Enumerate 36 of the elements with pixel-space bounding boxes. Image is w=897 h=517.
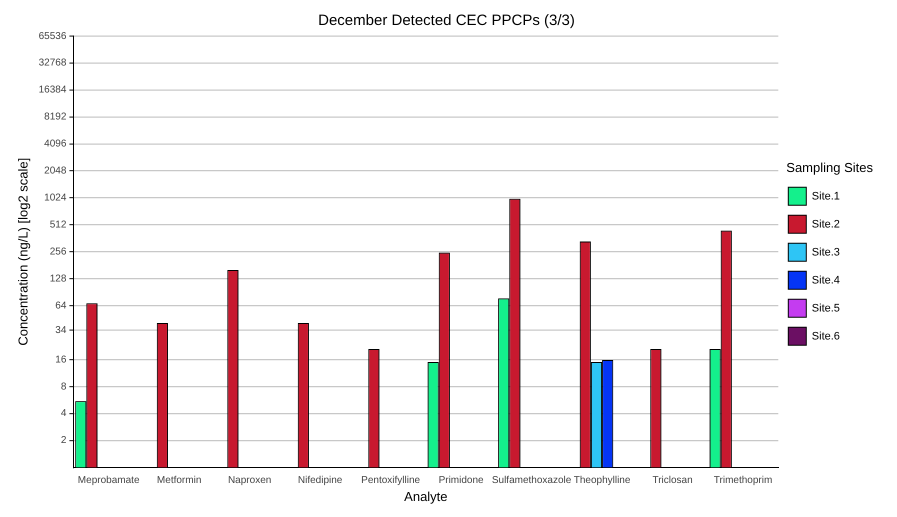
y-tick-label: 128 — [50, 273, 67, 284]
legend-label: Site.4 — [812, 274, 840, 286]
y-tick-label: 16 — [55, 354, 67, 366]
y-tick-label: 256 — [50, 246, 67, 258]
y-axis-title: Concentration (ng/L) [log2 scale] — [15, 158, 30, 346]
y-tick-label: 1024 — [44, 192, 67, 204]
legend-label: Site.2 — [812, 218, 840, 230]
legend-label: Site.1 — [812, 190, 840, 202]
y-tick-label: 512 — [50, 219, 67, 230]
x-tick-label: Triclosan — [652, 475, 693, 486]
x-tick-label: Theophylline — [574, 475, 631, 486]
y-tick-label: 4 — [60, 408, 67, 420]
legend-label: Site.5 — [812, 302, 840, 314]
x-tick-label: Meprobamate — [78, 475, 140, 486]
legend-title: Sampling Sites — [786, 160, 874, 175]
y-tick-label: 2 — [60, 435, 67, 446]
x-tick-label: Trimethoprim — [714, 475, 772, 486]
x-tick-label: Sulfamethoxazole — [492, 475, 572, 486]
y-tick-label: 8 — [60, 381, 67, 392]
y-tick-label: 34 — [55, 324, 67, 336]
x-tick-label: Primidone — [438, 475, 484, 486]
x-tick-label: Naproxen — [228, 475, 272, 486]
y-tick-label: 16384 — [38, 84, 67, 96]
y-tick-label: 4096 — [44, 138, 67, 150]
chart-title: December Detected CEC PPCPs (3/3) — [318, 12, 575, 30]
legend-label: Site.3 — [812, 246, 840, 258]
y-tick-label: 2048 — [44, 166, 67, 177]
y-tick-label: 64 — [55, 300, 67, 312]
y-tick-label: 32768 — [38, 58, 67, 69]
x-tick-label: Pentoxifylline — [361, 475, 421, 486]
x-tick-label: Metformin — [156, 475, 202, 486]
x-tick-label: Nifedipine — [298, 475, 343, 486]
y-tick-label: 8192 — [44, 112, 67, 123]
legend-label: Site.6 — [812, 330, 840, 342]
x-axis-title: Analyte — [404, 488, 448, 504]
y-tick-label: 65536 — [38, 30, 67, 42]
